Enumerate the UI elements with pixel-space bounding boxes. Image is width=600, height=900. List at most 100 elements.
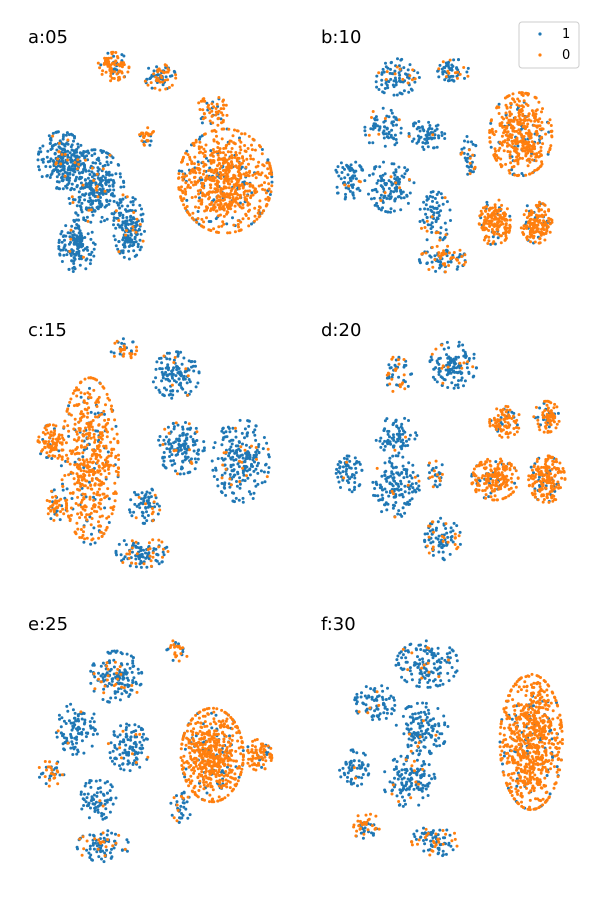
point-class-1 [105, 200, 109, 203]
point-class-0 [243, 132, 247, 136]
point-class-0 [51, 437, 55, 441]
point-class-1 [246, 476, 250, 480]
point-class-0 [239, 220, 243, 224]
point-class-0 [99, 472, 103, 476]
point-class-1 [107, 497, 111, 501]
point-class-0 [187, 178, 191, 182]
point-class-1 [172, 441, 176, 445]
point-class-1 [179, 467, 183, 471]
point-class-0 [222, 107, 226, 111]
point-class-0 [110, 427, 114, 431]
point-class-0 [204, 178, 207, 182]
point-class-0 [82, 472, 86, 476]
point-class-1 [419, 135, 423, 139]
point-class-0 [226, 207, 230, 211]
point-class-1 [234, 435, 238, 439]
point-class-1 [387, 80, 391, 84]
point-class-0 [153, 86, 157, 90]
point-class-1 [415, 127, 419, 131]
point-class-1 [157, 438, 161, 442]
point-class-0 [104, 70, 108, 74]
point-class-1 [87, 200, 91, 204]
point-class-1 [197, 371, 201, 375]
point-class-0 [52, 510, 56, 514]
point-class-0 [242, 159, 246, 163]
point-class-0 [117, 250, 121, 254]
point-class-1 [383, 194, 387, 198]
point-class-1 [243, 436, 246, 440]
point-class-1 [410, 139, 414, 143]
point-class-0 [97, 483, 101, 487]
point-class-0 [522, 227, 526, 231]
point-class-0 [216, 123, 220, 127]
point-class-0 [358, 180, 362, 184]
point-class-1 [382, 136, 386, 140]
point-class-1 [41, 160, 45, 164]
point-class-1 [83, 165, 87, 169]
point-class-1 [58, 169, 62, 173]
point-class-0 [499, 207, 503, 211]
point-class-0 [547, 150, 550, 154]
point-class-1 [115, 201, 119, 205]
point-class-1 [44, 165, 48, 168]
point-class-0 [265, 161, 269, 165]
point-class-1 [157, 562, 161, 566]
panel-points [334, 340, 567, 562]
point-class-0 [226, 231, 230, 235]
point-class-0 [113, 418, 117, 422]
point-class-1 [70, 182, 74, 186]
point-class-1 [131, 221, 135, 224]
point-class-1 [121, 216, 125, 220]
point-class-1 [132, 510, 136, 514]
point-class-0 [162, 354, 166, 358]
point-class-1 [87, 206, 91, 210]
point-class-1 [82, 448, 86, 452]
point-class-0 [538, 237, 542, 241]
point-class-1 [371, 127, 375, 131]
point-class-0 [210, 168, 214, 172]
point-class-0 [444, 75, 448, 79]
point-class-1 [91, 213, 95, 217]
point-class-1 [388, 71, 392, 75]
point-class-1 [178, 445, 182, 449]
point-class-1 [174, 469, 177, 473]
point-class-1 [449, 371, 453, 375]
point-class-1 [491, 235, 495, 239]
point-class-1 [98, 182, 101, 186]
point-class-1 [109, 178, 113, 182]
point-class-0 [166, 67, 170, 71]
point-class-1 [67, 179, 71, 182]
point-class-0 [66, 460, 70, 464]
point-class-1 [92, 495, 95, 499]
point-class-1 [461, 343, 465, 347]
point-class-0 [447, 264, 451, 267]
point-class-0 [220, 111, 223, 115]
point-class-0 [202, 97, 206, 101]
point-class-1 [66, 231, 70, 235]
point-class-0 [73, 422, 77, 426]
point-class-1 [347, 166, 351, 170]
point-class-0 [86, 411, 90, 415]
point-class-1 [437, 211, 441, 214]
point-class-1 [119, 211, 123, 215]
point-class-1 [387, 179, 391, 183]
point-class-1 [355, 460, 359, 463]
point-class-1 [396, 57, 399, 61]
point-class-1 [79, 395, 83, 399]
point-class-1 [339, 486, 342, 489]
point-class-1 [161, 376, 165, 380]
point-class-0 [518, 156, 522, 160]
point-class-1 [210, 459, 214, 463]
point-class-0 [251, 173, 255, 177]
point-class-0 [506, 138, 510, 142]
point-class-1 [238, 201, 242, 205]
point-class-1 [392, 190, 396, 194]
point-class-0 [243, 144, 247, 147]
point-class-1 [450, 381, 454, 385]
point-class-0 [207, 103, 210, 107]
point-class-0 [183, 187, 187, 191]
point-class-1 [172, 366, 176, 370]
point-class-0 [127, 556, 131, 560]
point-class-0 [494, 212, 498, 216]
point-class-0 [151, 551, 155, 555]
